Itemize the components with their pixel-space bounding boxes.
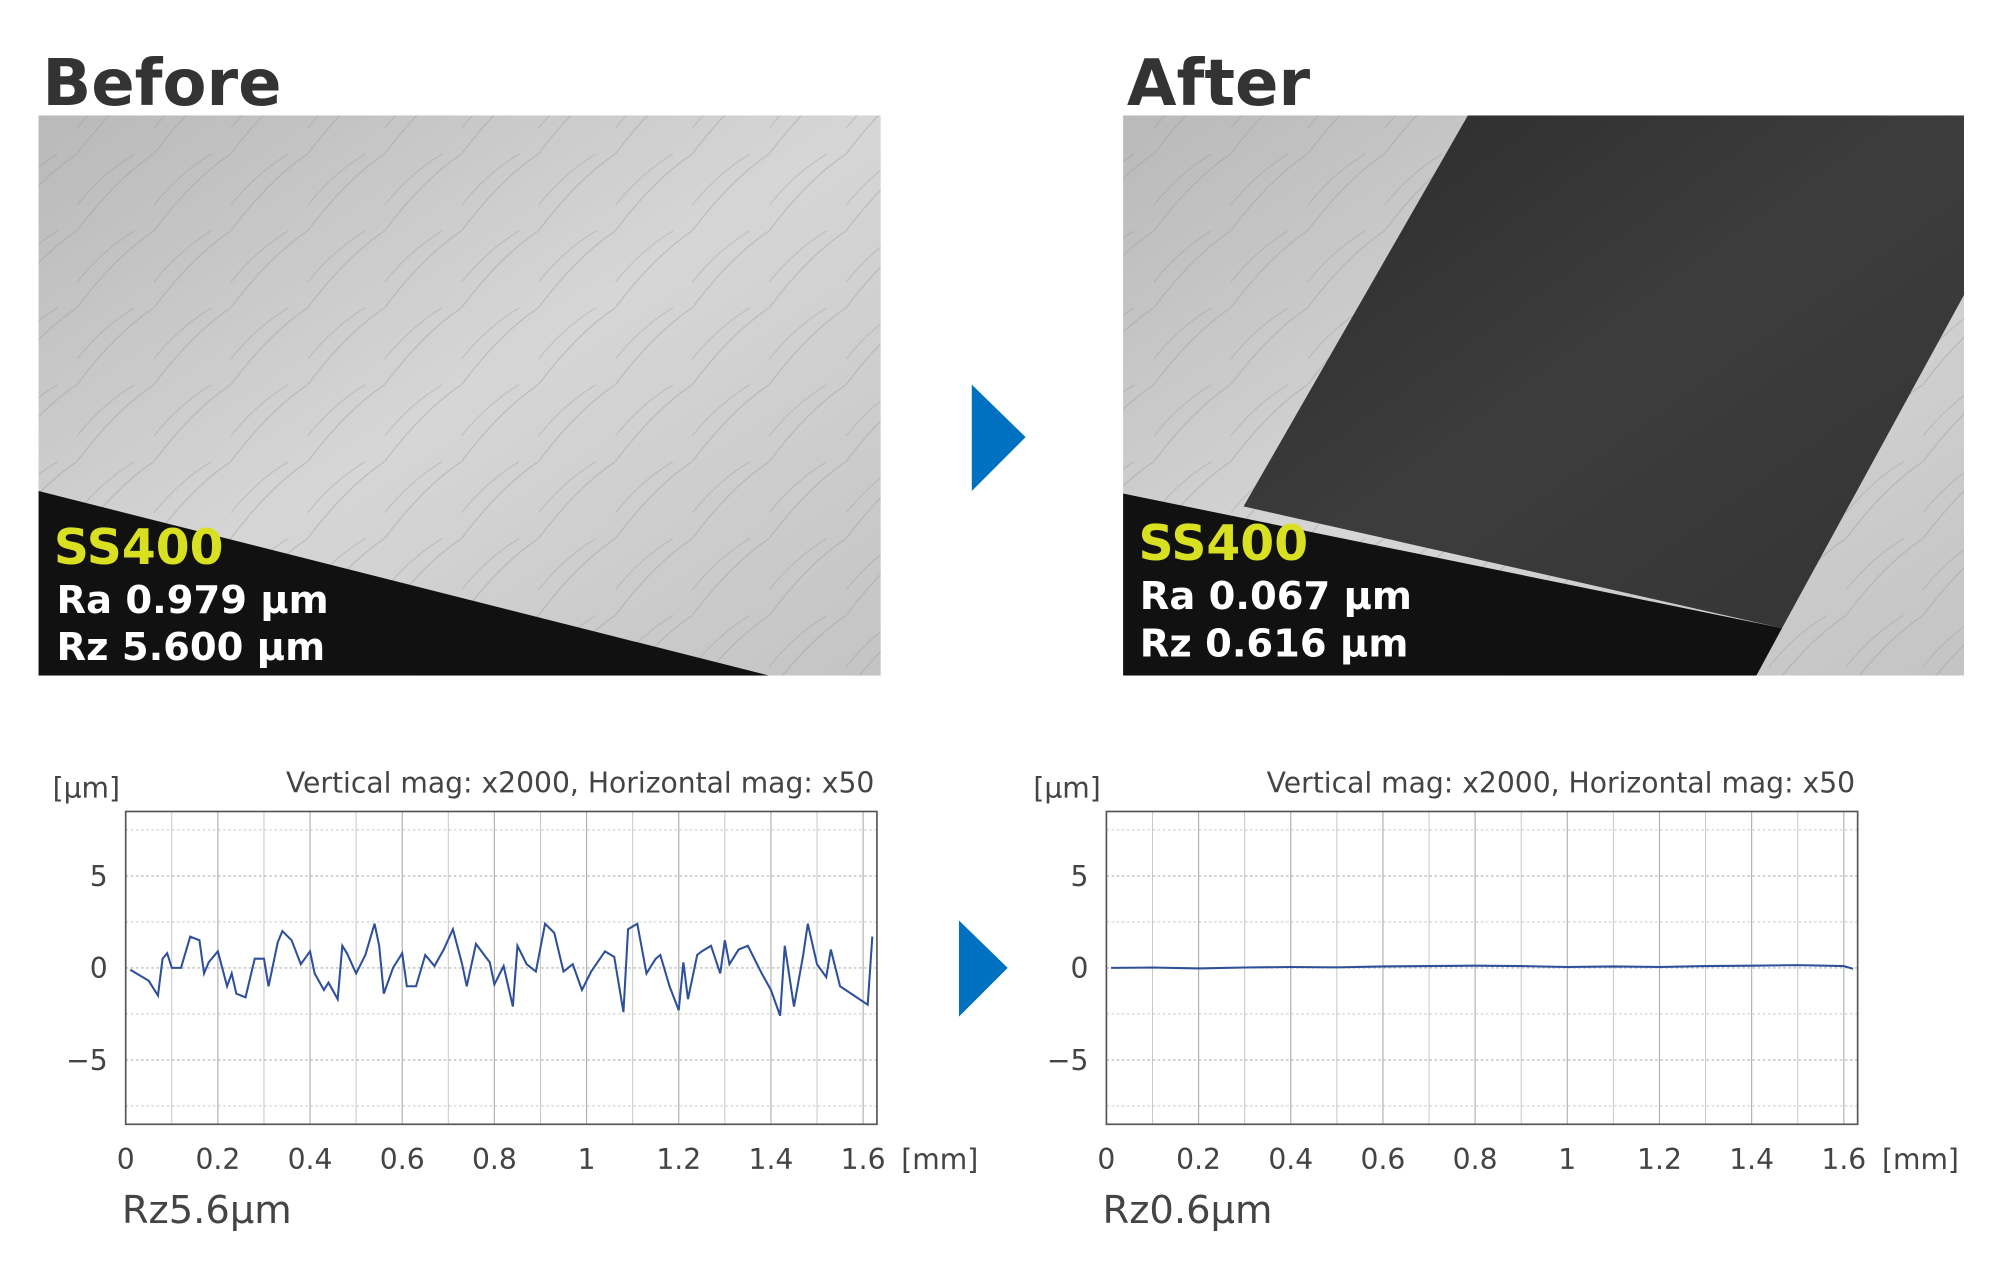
- x-tick-label: 0.8: [1453, 1143, 1498, 1176]
- chart-subtitle: Vertical mag: x2000, Horizontal mag: x50: [286, 766, 874, 799]
- x-tick-label: 0.8: [472, 1143, 517, 1176]
- x-tick-label: 1.4: [1729, 1143, 1774, 1176]
- x-tick-label: 1.6: [841, 1143, 886, 1176]
- x-axis-label: [mm]: [901, 1143, 978, 1176]
- x-axis-label: [mm]: [1882, 1143, 1959, 1176]
- x-tick-label: 1.6: [1821, 1143, 1866, 1176]
- material: SS400: [54, 520, 224, 576]
- x-tick-label: 1: [1558, 1143, 1576, 1176]
- x-tick-label: 0.2: [1176, 1143, 1221, 1176]
- x-tick-label: 0.2: [195, 1143, 240, 1176]
- y-tick-label: 0: [90, 952, 108, 985]
- chart-caption: Rz5.6μm: [122, 1188, 292, 1233]
- y-axis-label: [μm]: [53, 771, 120, 804]
- y-tick-label: 0: [1071, 952, 1089, 985]
- ra: Ra 0.067 μm: [1140, 574, 1412, 619]
- profile-line: [129, 921, 874, 1017]
- plot-frame: [124, 810, 878, 1126]
- photo-after: [1123, 115, 1965, 676]
- chart-subtitle: Vertical mag: x2000, Horizontal mag: x50: [1267, 766, 1855, 799]
- y-tick-label: 5: [90, 860, 108, 893]
- material: SS400: [1138, 516, 1308, 572]
- y-tick-label: 5: [1071, 860, 1089, 893]
- x-tick-label: 1.2: [1637, 1143, 1682, 1176]
- rz: Rz 0.616 μm: [1140, 621, 1409, 666]
- plot-frame: [1105, 810, 1859, 1126]
- arrow: [971, 384, 1026, 491]
- chart-caption: Rz0.6μm: [1103, 1188, 1273, 1233]
- x-tick-label: 1.2: [656, 1143, 701, 1176]
- arrow: [958, 920, 1008, 1017]
- y-tick-label: −5: [1047, 1044, 1089, 1077]
- x-tick-label: 0.4: [1268, 1143, 1313, 1176]
- profile-line: [1111, 964, 1854, 970]
- x-tick-label: 0: [1097, 1143, 1115, 1176]
- y-tick-label: −5: [66, 1044, 108, 1077]
- rz: Rz 5.600 μm: [56, 625, 325, 670]
- panel-title: Before: [42, 47, 281, 121]
- x-tick-label: 1: [578, 1143, 596, 1176]
- photo-before: [38, 115, 881, 676]
- panel-title: After: [1127, 47, 1311, 121]
- x-tick-label: 0.4: [288, 1143, 333, 1176]
- ra: Ra 0.979 μm: [56, 578, 328, 623]
- x-tick-label: 0.6: [1361, 1143, 1406, 1176]
- x-tick-label: 1.4: [749, 1143, 794, 1176]
- x-tick-label: 0: [117, 1143, 135, 1176]
- y-axis-label: [μm]: [1033, 771, 1100, 804]
- x-tick-label: 0.6: [380, 1143, 425, 1176]
